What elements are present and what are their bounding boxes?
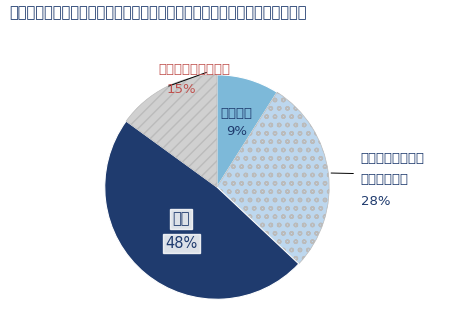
Text: チャンス: チャンス [220, 107, 252, 120]
Wedge shape [217, 92, 329, 264]
Text: 脅威でもある: 脅威でもある [361, 173, 408, 186]
Text: 脅威: 脅威 [172, 211, 190, 226]
Text: 28%: 28% [361, 195, 390, 208]
Text: （図表３）少子高齢化は貴社の事業にどのような影響があるとお考えですか: （図表３）少子高齢化は貴社の事業にどのような影響があるとお考えですか [9, 5, 307, 20]
Text: 9%: 9% [226, 125, 247, 138]
Wedge shape [105, 121, 299, 299]
Text: 15%: 15% [166, 83, 196, 96]
Text: どちらともいえない: どちらともいえない [158, 63, 231, 76]
Wedge shape [217, 75, 277, 187]
Wedge shape [126, 75, 217, 187]
Text: チャンスでもあり: チャンスでもあり [361, 153, 425, 165]
Text: 48%: 48% [165, 236, 197, 251]
